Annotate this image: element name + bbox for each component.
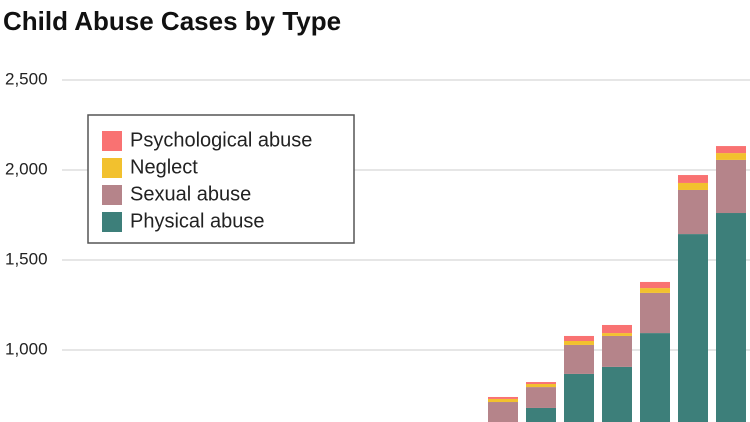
legend-label: Physical abuse: [130, 210, 265, 232]
bar-segment: [640, 281, 670, 289]
bar-segment: [526, 407, 556, 422]
chart-title: Child Abuse Cases by Type: [3, 6, 341, 36]
bar-segment: [716, 146, 746, 154]
bar-segment: [678, 189, 708, 235]
bar-segment: [602, 324, 632, 334]
legend-swatch: [102, 158, 122, 178]
bar-segment: [488, 402, 518, 422]
bar-segment: [602, 335, 632, 367]
legend-swatch: [102, 131, 122, 151]
legend-box: [87, 114, 355, 244]
bar-segment: [488, 398, 518, 403]
legend-swatch: [102, 212, 122, 232]
y-tick-label: 2,500: [5, 69, 48, 88]
bar-segment: [564, 335, 594, 341]
bar-segment: [640, 288, 670, 293]
legend-swatch: [102, 185, 122, 205]
legend: Psychological abuse Neglect Sexual abuse Ph…: [87, 114, 355, 244]
bar-segment: [526, 387, 556, 408]
bar-segment: [564, 341, 594, 345]
bar-segment: [602, 333, 632, 336]
y-tick-label: 1,000: [5, 339, 48, 358]
bar-segment: [678, 234, 708, 422]
bar-segment: [716, 159, 746, 214]
legend-label: Neglect: [130, 156, 198, 178]
bar-segment: [678, 175, 708, 183]
bar-segment: [602, 366, 632, 422]
bar-segment: [678, 182, 708, 190]
bar-segment: [488, 396, 518, 399]
legend-label: Sexual abuse: [130, 183, 251, 205]
bar-segment: [526, 384, 556, 388]
bar-segment: [716, 213, 746, 422]
bar-segment: [526, 382, 556, 385]
bar-segment: [640, 292, 670, 334]
y-tick-label: 1,500: [5, 249, 48, 268]
legend-label: Psychological abuse: [130, 129, 312, 151]
bar-segment: [716, 153, 746, 160]
bar-segment: [640, 333, 670, 422]
y-tick-label: 2,000: [5, 159, 48, 178]
bar-segment: [564, 344, 594, 374]
bar-segment: [564, 373, 594, 422]
